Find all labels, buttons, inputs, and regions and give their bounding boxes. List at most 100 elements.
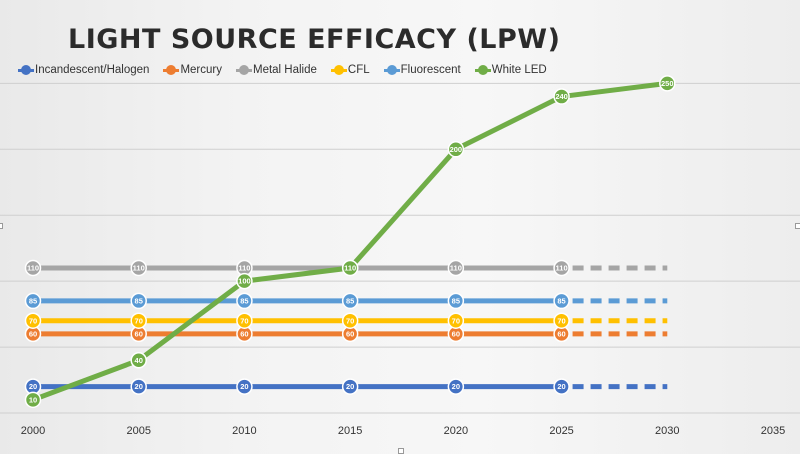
data-label: 200 [450,145,463,154]
data-label: 100 [238,277,251,286]
legend: Incandescent/Halogen Mercury Metal Halide C… [18,63,547,77]
legend-marker [18,65,34,75]
data-point [130,378,147,395]
series-mercury: 60 60 60 60 60 60 [24,325,668,343]
series-incandescent-halogen: 20 20 20 20 20 20 [24,378,668,395]
x-tick-label: 2025 [549,425,573,437]
legend-item: Metal Halide [235,64,317,76]
selection-handle[interactable] [398,448,404,454]
data-point [24,292,42,310]
data-label: 70 [346,316,354,325]
data-label: 110 [238,264,250,273]
data-label: 60 [29,329,37,338]
selection-handle[interactable] [0,223,3,229]
data-label: 110 [27,264,39,273]
data-point [447,312,465,329]
data-label: 110 [133,264,145,273]
data-label: 60 [240,329,248,338]
x-tick-label: 2035 [761,425,785,437]
data-label: 10 [29,395,37,404]
data-label: 70 [452,316,460,325]
data-label: 60 [452,329,460,338]
data-point [130,292,147,310]
data-label: 20 [29,382,37,391]
data-label: 20 [346,382,354,391]
data-label: 240 [555,92,568,101]
legend-item: CFL [330,64,370,76]
data-label: 85 [29,297,37,306]
data-point [447,292,465,310]
data-point [236,312,253,329]
data-point [553,259,570,277]
x-axis: 2000 2005 2010 2015 2020 2025 2030 2035 [21,425,785,437]
series-fluorescent: 85 85 85 85 85 85 [24,292,668,310]
series-cfl: 70 70 70 70 70 70 [24,312,668,329]
data-point [447,259,465,277]
legend-item: Fluorescent [383,64,461,76]
legend-item: White LED [474,64,547,76]
series-line [32,80,668,403]
legend-marker [330,65,347,75]
data-point [553,378,570,395]
series-white-led: 10 40 100 110 200 240 250 [24,75,676,409]
data-point [553,312,570,329]
x-tick-label: 2000 [21,425,45,437]
data-point [236,292,253,310]
legend-label: Metal Halide [252,64,317,76]
data-point [341,292,359,310]
data-point [447,378,465,395]
data-label: 70 [29,316,37,325]
legend-label: Fluorescent [400,64,461,76]
x-tick-label: 2010 [232,425,256,437]
legend-label: Mercury [180,64,222,76]
data-point [236,378,253,395]
data-label: 60 [135,329,143,338]
x-tick-label: 2015 [338,425,362,437]
data-label: 110 [344,264,356,273]
data-label: 60 [346,329,354,338]
data-label: 85 [452,297,460,306]
x-tick-label: 2030 [655,425,679,437]
legend-marker [383,65,400,75]
data-label: 20 [135,382,143,391]
data-point [24,312,42,329]
data-point [447,141,465,158]
data-label: 110 [450,264,462,273]
data-label: 250 [661,79,674,88]
legend-label: White LED [491,64,547,76]
legend-label: CFL [347,64,370,76]
data-point [130,312,147,329]
data-label: 70 [135,316,143,325]
legend-item: Incandescent/Halogen [18,64,149,76]
data-label: 20 [452,382,460,391]
data-label: 20 [557,382,565,391]
chart-title: LIGHT SOURCE EFFICACY (LPW) [68,24,561,55]
legend-marker [235,65,252,75]
data-point [553,88,570,105]
x-tick-label: 2020 [444,425,468,437]
data-label: 110 [556,264,568,273]
data-label: 70 [240,316,248,325]
data-label: 85 [346,297,354,306]
data-point [24,391,42,409]
legend-item: Mercury [163,64,222,76]
data-point [659,75,676,92]
legend-marker [474,65,491,75]
data-point [130,259,147,277]
data-point [236,272,253,290]
data-label: 85 [240,297,248,306]
selection-handle[interactable] [795,223,800,229]
data-label: 85 [135,297,143,306]
data-point [24,259,42,277]
data-label: 70 [557,316,565,325]
data-point [553,292,570,310]
data-point [341,312,359,329]
data-label: 60 [557,329,565,338]
data-point [341,259,359,277]
data-point [341,378,359,395]
x-tick-label: 2005 [126,425,150,437]
gridlines [0,82,800,414]
data-point [130,352,147,369]
